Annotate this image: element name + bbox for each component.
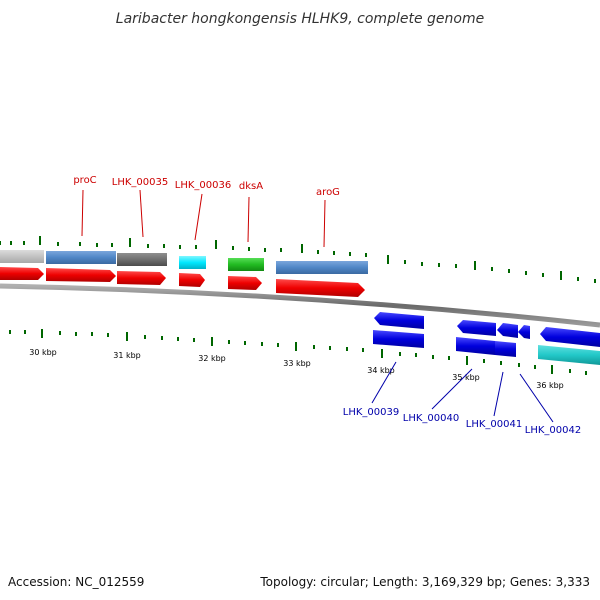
cds-arrow[interactable] <box>276 279 365 297</box>
feature-blue-arrow[interactable] <box>540 327 600 347</box>
feature-lhk00036-block[interactable] <box>179 256 206 269</box>
gene-label-lhk00035[interactable]: LHK_00035 <box>112 177 168 188</box>
lower-tick-track <box>9 329 587 375</box>
feature-arog-block[interactable] <box>276 261 368 274</box>
gene-label-dksa[interactable]: dksA <box>239 181 263 192</box>
feature-lightgray-block[interactable] <box>0 250 44 263</box>
feature-procc-block[interactable] <box>46 251 116 264</box>
cds-arrow[interactable] <box>228 276 262 290</box>
reverse-feature-track <box>373 312 600 365</box>
feature-lhk00035-block[interactable] <box>117 253 167 266</box>
scale-label: 32 kbp <box>198 354 226 363</box>
gene-label-arog[interactable]: aroG <box>316 187 340 198</box>
top-label-leaders <box>81 189 326 248</box>
feature-blue-arrow[interactable] <box>518 325 530 339</box>
feature-blue-arrow[interactable] <box>497 323 518 338</box>
feature-blue-arrow[interactable] <box>374 312 424 329</box>
map-title: Laribacter hongkongensis HLHK9, complete… <box>116 11 484 27</box>
scale-label: 35 kbp <box>452 373 480 382</box>
bottom-label-leaders <box>371 361 554 423</box>
bottom-gene-labels: LHK_00039 LHK_00040 LHK_00041 LHK_00042 <box>343 407 581 436</box>
scale-label: 36 kbp <box>536 381 564 390</box>
cds-arrow[interactable] <box>179 273 205 287</box>
scale-label: 31 kbp <box>113 351 141 360</box>
accession-text: Accession: NC_012559 <box>8 575 144 589</box>
scale-label: 33 kbp <box>283 359 311 368</box>
feature-lhk00040-arrow[interactable] <box>456 337 495 355</box>
gene-label-proc[interactable]: proC <box>73 175 96 186</box>
cds-arrow[interactable] <box>0 267 44 280</box>
upper-tick-track <box>0 236 596 283</box>
feature-dksa-block[interactable] <box>228 258 264 271</box>
forward-feature-track <box>0 250 368 297</box>
cds-arrow[interactable] <box>46 268 116 282</box>
feature-lhk00042-arrow[interactable] <box>538 345 600 365</box>
feature-blue-arrow[interactable] <box>457 320 496 336</box>
gene-label-lhk00042[interactable]: LHK_00042 <box>525 425 581 436</box>
gene-label-lhk00039[interactable]: LHK_00039 <box>343 407 399 418</box>
genome-summary-text: Topology: circular; Length: 3,169,329 bp… <box>259 575 590 589</box>
scale-label: 30 kbp <box>29 348 57 357</box>
gene-label-lhk00040[interactable]: LHK_00040 <box>403 413 459 424</box>
genome-backbone <box>0 283 600 328</box>
scale-label: 34 kbp <box>367 366 395 375</box>
cds-arrow[interactable] <box>117 271 166 285</box>
gene-label-lhk00036[interactable]: LHK_00036 <box>175 180 231 191</box>
feature-lhk00039-arrow[interactable] <box>373 330 424 348</box>
top-gene-labels: proC LHK_00035 LHK_00036 dksA aroG <box>73 175 340 198</box>
feature-lhk00041-arrow[interactable] <box>495 341 516 357</box>
scale-labels: 30 kbp 31 kbp 32 kbp 33 kbp 34 kbp 35 kb… <box>29 348 564 390</box>
gene-label-lhk00041[interactable]: LHK_00041 <box>466 419 522 430</box>
